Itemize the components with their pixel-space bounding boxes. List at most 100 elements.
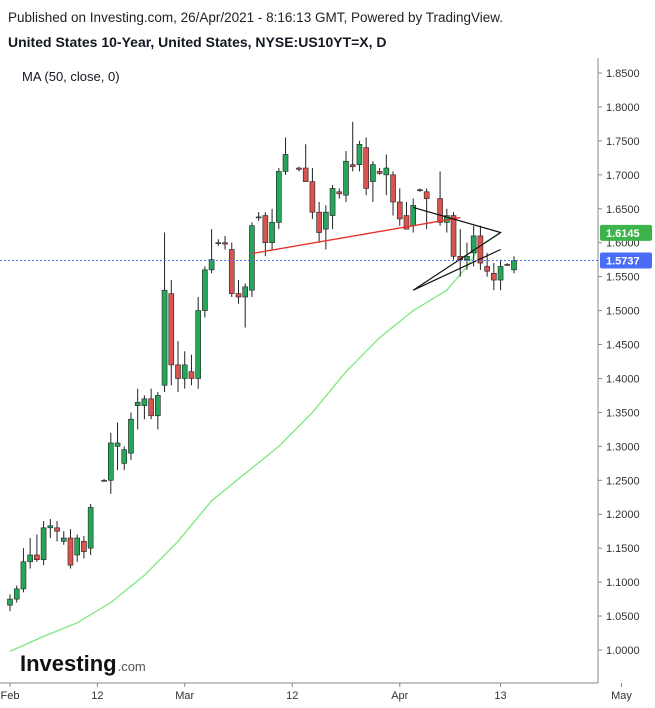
x-tick-label: May: [611, 690, 632, 702]
candle-down: [450, 215, 457, 257]
candle-down: [188, 371, 195, 379]
candle-up: [101, 479, 107, 482]
candle-down: [396, 201, 403, 220]
candle-up: [47, 525, 54, 529]
candle-up: [87, 507, 94, 549]
y-tick-label: 1.7500: [606, 136, 640, 148]
candle-down: [148, 398, 154, 417]
candle-up: [202, 269, 208, 311]
candle-down: [423, 191, 430, 199]
y-tick-label: 1.0500: [606, 611, 640, 623]
candle-up: [215, 242, 222, 245]
y-tick-label: 1.4000: [606, 373, 640, 385]
y-tick-label: 1.8500: [606, 68, 640, 80]
published-caption: Published on Investing.com, 26/Apr/2021 …: [8, 10, 504, 25]
investing-logo: Investing .com: [20, 651, 146, 676]
candle-up: [249, 225, 255, 291]
y-tick-label: 1.2500: [606, 475, 640, 487]
candle-up: [356, 143, 363, 165]
candle-down: [417, 189, 423, 192]
candle-up: [323, 211, 329, 230]
candle-up: [208, 259, 215, 271]
neckline-trendline: [251, 216, 461, 255]
candle-down: [175, 364, 181, 379]
y-tick-label: 1.5000: [606, 306, 640, 318]
axes: 1.85001.80001.75001.70001.65001.60001.55…: [0, 58, 652, 702]
candle-up: [27, 554, 33, 563]
candle-down: [34, 554, 40, 561]
candlestick-series: [7, 121, 517, 612]
candle-down: [349, 164, 356, 167]
candle-up: [114, 442, 121, 447]
ma-value-tag-value: 1.6145: [606, 228, 640, 240]
candle-up: [121, 449, 128, 464]
moving-average-series: [9, 232, 501, 652]
candle-up: [242, 286, 248, 298]
candle-up: [343, 160, 349, 196]
candle-down: [309, 181, 316, 213]
current-price-tag: 1.5737: [600, 252, 652, 269]
candle-up: [128, 418, 134, 454]
x-tick-label: Mar: [175, 690, 194, 702]
candle-up: [464, 255, 470, 260]
candle-up: [108, 442, 114, 481]
ma-value-tag: 1.6145: [600, 224, 652, 241]
y-tick-label: 1.5500: [606, 272, 640, 284]
candle-up: [74, 537, 80, 556]
candle-down: [336, 191, 343, 195]
candle-down: [235, 293, 242, 298]
y-tick-label: 1.3000: [606, 441, 640, 453]
candle-up: [60, 537, 67, 542]
candle-down: [477, 235, 484, 264]
candle-down: [296, 167, 302, 170]
candle-up: [155, 395, 161, 417]
candle-down: [376, 171, 383, 174]
y-tick-label: 1.0000: [606, 645, 640, 657]
candle-down: [54, 527, 60, 532]
candle-up: [497, 266, 504, 281]
trendlines: [251, 206, 502, 291]
candle-up: [195, 310, 201, 379]
candle-down: [504, 264, 511, 266]
y-tick-label: 1.6500: [606, 204, 640, 216]
candle-up: [141, 398, 148, 406]
x-tick-label: 12: [91, 690, 103, 702]
candle-down: [437, 198, 443, 223]
candle-up: [20, 561, 27, 590]
candle-up: [181, 364, 188, 379]
candle-down: [302, 167, 309, 182]
candle-down: [81, 541, 87, 552]
y-tick-label: 1.7000: [606, 170, 640, 182]
indicator-label: MA (50, close, 0): [22, 69, 120, 84]
triangle-pattern: [412, 206, 502, 291]
candle-up: [40, 527, 47, 561]
candle-up: [161, 289, 168, 386]
candle-up: [383, 167, 390, 176]
x-tick-label: Feb: [1, 690, 20, 702]
current-price-tag-value: 1.5737: [606, 256, 640, 268]
x-tick-label: Apr: [391, 690, 408, 702]
y-tick-label: 1.1000: [606, 577, 640, 589]
current-price-tag-bg: [600, 252, 652, 269]
ma-value-tag-bg: [600, 224, 652, 241]
y-tick-label: 1.3500: [606, 407, 640, 419]
candle-up: [511, 260, 517, 271]
candle-up: [282, 154, 289, 172]
candle-up: [13, 588, 20, 600]
candle-down: [316, 211, 322, 233]
candle-down: [262, 215, 269, 244]
candle-up: [470, 235, 477, 254]
y-tick-label: 1.4500: [606, 340, 640, 352]
candle-up: [269, 222, 275, 244]
candle-up: [255, 216, 262, 219]
candle-down: [403, 215, 410, 230]
candle-down: [168, 293, 175, 366]
logo-suffix: .com: [118, 659, 146, 674]
candle-down: [222, 242, 228, 245]
candle-up: [275, 171, 282, 223]
y-tick-label: 1.1500: [606, 543, 640, 555]
candle-up: [329, 188, 336, 216]
logo-wordmark: Investing: [20, 651, 117, 676]
candle-down: [228, 249, 235, 294]
